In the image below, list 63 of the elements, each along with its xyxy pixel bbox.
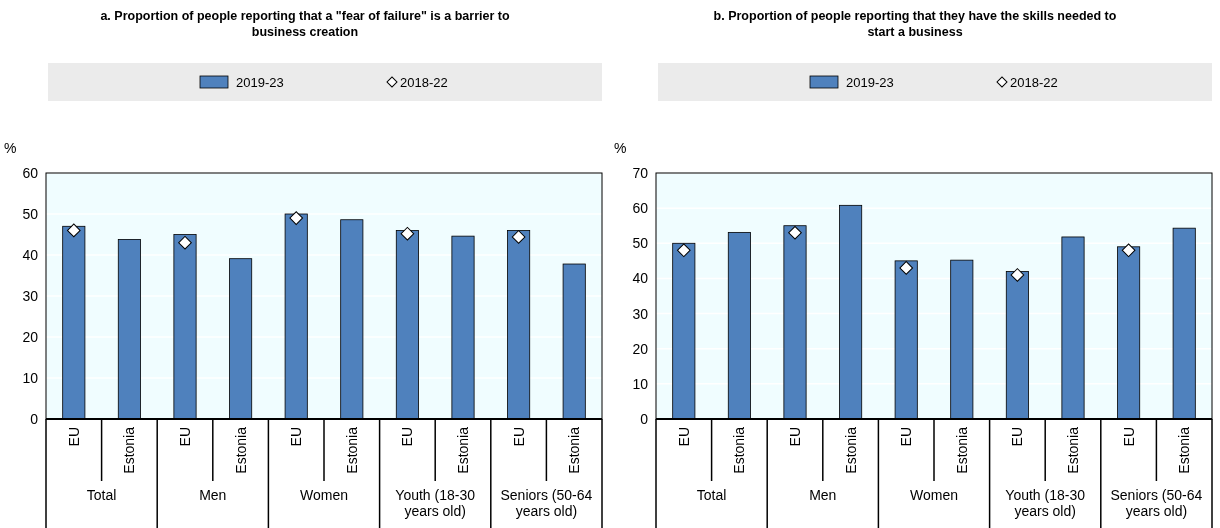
- text: Women: [300, 487, 348, 503]
- text: Total: [696, 487, 727, 503]
- text: Youth (18-30 years old): [395, 487, 476, 519]
- y-tick-label: 0: [30, 410, 39, 427]
- point: [400, 226, 415, 241]
- x-tick-label: Estonia: [953, 426, 970, 474]
- x-tick-label: Estonia: [232, 426, 249, 474]
- text: Seniors (50-64 years old): [500, 487, 593, 519]
- y-tick-label: 10: [632, 375, 649, 392]
- x-tick-label: EU: [787, 427, 803, 447]
- y-tick-label: 20: [632, 340, 649, 357]
- point: [788, 225, 802, 240]
- x-tick-label: Estonia: [121, 426, 138, 474]
- x-tick-label: EU: [1009, 427, 1026, 447]
- x-tick-label: Estonia: [1176, 426, 1193, 474]
- y-tick-label: 60: [22, 164, 39, 181]
- x-tick-label: Estonia: [455, 426, 471, 474]
- point: [511, 230, 526, 244]
- x-tick-label: Estonia: [566, 426, 583, 474]
- chart-title: b. Proportion of people reporting that they have the skills needed to start a business: [713, 9, 1117, 39]
- y-tick-label: 60: [632, 200, 649, 217]
- y-axis-title: %: [4, 140, 17, 156]
- point: [676, 243, 691, 258]
- y-tick-label: 20: [22, 328, 39, 345]
- text: Total: [86, 487, 117, 503]
- y-tick-label: 50: [22, 205, 39, 222]
- x-tick-label: EU: [177, 427, 193, 447]
- text: Women: [910, 487, 958, 503]
- text: Men: [809, 487, 837, 503]
- x-tick-label: Estonia: [343, 426, 360, 474]
- x-tick-label: EU: [510, 427, 527, 447]
- y-axis-title: %: [614, 140, 627, 156]
- x-tick-label: EU: [675, 427, 692, 447]
- y-tick-label: 30: [632, 305, 649, 322]
- x-tick-label: EU: [288, 427, 305, 447]
- point: [289, 211, 304, 225]
- text: Seniors (50-64 years old): [1110, 487, 1203, 519]
- y-tick-label: 30: [22, 287, 39, 304]
- y-tick-label: 40: [632, 270, 649, 287]
- x-tick-label: EU: [898, 427, 915, 447]
- point: [1121, 243, 1136, 258]
- y-tick-label: 0: [640, 410, 649, 427]
- legend-label: 2018-22: [1010, 75, 1058, 90]
- point: [1010, 268, 1025, 282]
- y-tick-label: 70: [632, 164, 649, 181]
- legend-label: 2019-23: [846, 75, 894, 90]
- legend-label: 2018-22: [400, 75, 448, 90]
- x-tick-label: EU: [1120, 427, 1137, 447]
- y-tick-label: 40: [22, 246, 39, 263]
- x-tick-label: Estonia: [842, 426, 859, 474]
- point: [66, 223, 81, 238]
- x-tick-label: EU: [399, 427, 416, 447]
- point: [899, 261, 914, 275]
- x-tick-label: EU: [65, 427, 82, 447]
- x-tick-label: Estonia: [731, 426, 748, 474]
- y-tick-label: 50: [632, 235, 649, 252]
- point: [178, 235, 192, 250]
- text: Youth (18-30 years old): [1005, 487, 1086, 519]
- chart-title: a. Proportion of people reporting that a "fear of failure" is a barrier to business creation: [100, 9, 510, 39]
- text: Men: [199, 487, 227, 503]
- legend-label: 2019-23: [236, 75, 284, 90]
- y-tick-label: 10: [22, 369, 39, 386]
- x-tick-label: Estonia: [1065, 426, 1081, 474]
